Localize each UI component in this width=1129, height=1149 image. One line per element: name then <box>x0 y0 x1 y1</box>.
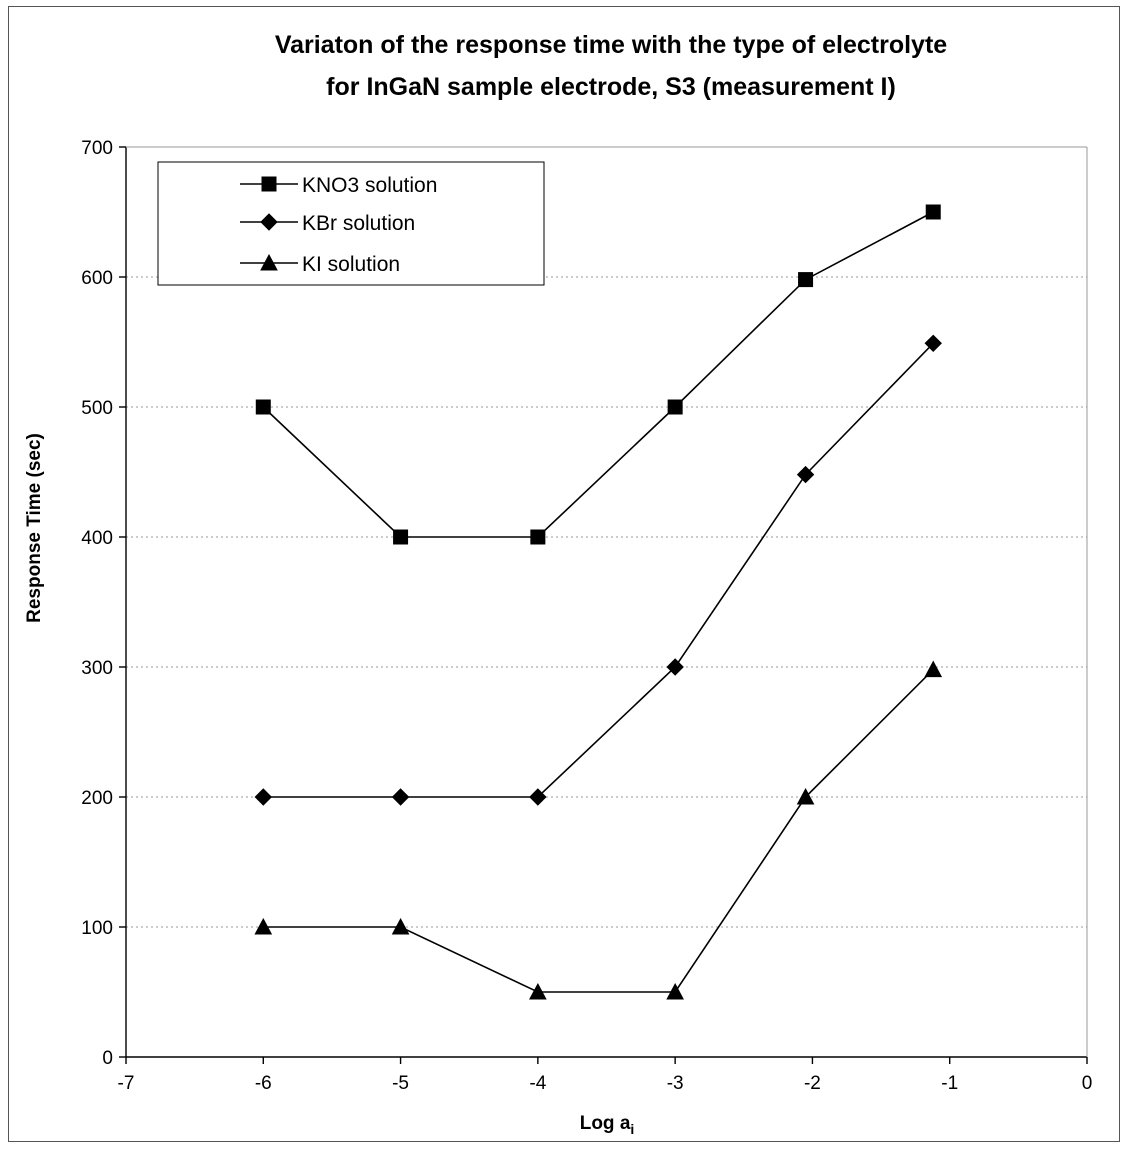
data-point-s0-1 <box>393 529 409 545</box>
data-point-s1-0 <box>254 788 272 806</box>
data-point-s1-2 <box>529 788 547 806</box>
series-line-0 <box>262 211 934 538</box>
data-point-s2-0 <box>254 917 273 935</box>
data-point-s1-5 <box>924 334 942 353</box>
data-point-s2-2 <box>529 982 547 1000</box>
legend-box <box>157 161 545 286</box>
data-point-s0-0 <box>255 399 271 415</box>
x-tick-label-0: -7 <box>118 1073 135 1094</box>
x-axis-label-main: Log a <box>580 1113 631 1134</box>
y-tick-label-7: 700 <box>81 138 113 159</box>
x-tick-label-1: -6 <box>255 1073 272 1094</box>
series-line-2 <box>263 669 934 993</box>
tick-labels: 0 100 200 300 400 500 600 700 -7 -6 -5 -4 -3 -2 -1 0 <box>81 138 1092 1094</box>
legend-label-2: KI solution <box>302 253 400 276</box>
x-tick-label-6: -1 <box>941 1073 958 1094</box>
data-point-s1-3 <box>666 658 684 676</box>
data-point-s1-1 <box>391 788 410 806</box>
y-tick-label-0: 0 <box>102 1048 113 1069</box>
x-tick-label-4: -3 <box>667 1073 684 1094</box>
data-point-s0-5 <box>925 204 941 220</box>
data-point-s2-3 <box>666 982 684 1000</box>
series-line-1 <box>263 342 934 798</box>
data-point-s0-4 <box>798 272 814 288</box>
x-tick-label-7: 0 <box>1082 1073 1093 1094</box>
data-point-s2-1 <box>391 917 410 935</box>
legend: KNO3 solution KBr solution KI solution <box>157 161 545 286</box>
chart-title-line-1: Variaton of the response time with the t… <box>275 31 947 59</box>
x-tick-label-5: -2 <box>804 1073 821 1094</box>
axes <box>119 146 1088 1064</box>
y-tick-label-3: 300 <box>81 658 113 679</box>
data-point-s1-4 <box>796 465 815 484</box>
series-lines <box>262 211 934 993</box>
legend-marker-1 <box>260 213 278 231</box>
y-tick-label-6: 600 <box>81 268 113 289</box>
data-point-s2-4 <box>796 787 815 805</box>
y-axis-label: Response Time (sec) <box>24 433 45 623</box>
legend-marker-2 <box>260 253 278 271</box>
x-axis-label-subscript: i <box>630 1121 634 1137</box>
x-tick-label-3: -4 <box>529 1073 546 1094</box>
chart-title-line-2: for InGaN sample electrode, S3 (measurem… <box>326 73 896 101</box>
x-axis-label: Log ai <box>580 1113 635 1137</box>
y-tick-label-5: 500 <box>81 398 113 419</box>
data-point-s0-2 <box>530 529 546 545</box>
data-point-s2-5 <box>924 660 943 678</box>
y-tick-label-4: 400 <box>81 528 113 549</box>
y-tick-label-1: 100 <box>81 918 113 939</box>
legend-marker-0 <box>261 176 277 192</box>
y-tick-label-2: 200 <box>81 788 113 809</box>
data-point-s0-3 <box>667 399 683 415</box>
x-tick-label-2: -5 <box>392 1073 409 1094</box>
legend-label-1: KBr solution <box>302 212 415 235</box>
series-markers <box>254 204 943 1000</box>
legend-label-0: KNO3 solution <box>302 174 437 197</box>
